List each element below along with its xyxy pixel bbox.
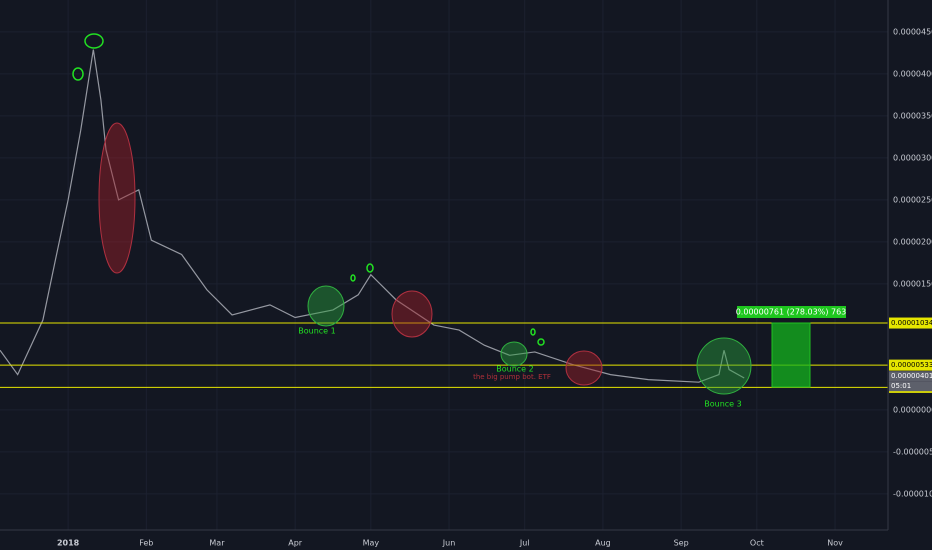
x-tick-label: May bbox=[363, 539, 380, 548]
price-line bbox=[0, 49, 745, 383]
level-label: 0.00000533 bbox=[891, 361, 932, 369]
countdown: 05:01 bbox=[891, 382, 911, 390]
green-circle bbox=[696, 337, 752, 395]
marker bbox=[530, 328, 536, 336]
countdown-bg bbox=[889, 381, 932, 392]
x-tick-label: Sep bbox=[674, 539, 689, 548]
red-circle bbox=[98, 122, 136, 274]
y-tick-label: 0.00002000 bbox=[893, 237, 932, 246]
price-label: 0.00000401 bbox=[891, 372, 932, 380]
annotation: the big pump bot. ETF bbox=[473, 373, 551, 381]
x-tick-label: Oct bbox=[750, 539, 764, 548]
x-tick-label: Aug bbox=[595, 539, 611, 548]
green-circle bbox=[500, 341, 528, 367]
x-tick-label: Mar bbox=[209, 539, 225, 548]
x-tick-label: Jun bbox=[442, 539, 456, 548]
measure-label: 0.00000761 (278.03%) 763 bbox=[736, 308, 847, 317]
y-tick-label: -0.00001000 bbox=[893, 489, 932, 498]
level-label-bg bbox=[889, 359, 932, 371]
level-label-bg bbox=[889, 317, 932, 329]
y-tick-label: 0.00002500 bbox=[893, 195, 932, 204]
y-tick-label: 0.00004500 bbox=[893, 27, 932, 36]
marker bbox=[350, 274, 356, 282]
red-circle bbox=[565, 350, 603, 386]
x-tick-label: Apr bbox=[288, 539, 303, 548]
y-tick-label: 0.00001500 bbox=[893, 279, 932, 288]
measure-box bbox=[771, 322, 811, 388]
y-tick-label: 0.00004000 bbox=[893, 69, 932, 78]
x-tick-label: Jul bbox=[519, 539, 530, 548]
annotation: Bounce 3 bbox=[704, 400, 741, 409]
y-tick-label: 0.00003000 bbox=[893, 153, 932, 162]
grid bbox=[0, 0, 888, 530]
y-tick-label: 0.00000000 bbox=[893, 405, 932, 414]
annotation: Bounce 1 bbox=[298, 327, 335, 336]
x-tick-label: Nov bbox=[827, 539, 843, 548]
green-circle bbox=[307, 285, 345, 327]
measure-label-bg bbox=[737, 306, 846, 318]
price-label-bg bbox=[889, 371, 932, 382]
plot bbox=[0, 49, 888, 388]
marker bbox=[84, 33, 104, 49]
annotation: Bounce 2 bbox=[496, 365, 533, 374]
axes: 0.00004500 0.00004000 0.00003500 0.00003000… bbox=[57, 27, 932, 548]
level-label: 0.00001034 bbox=[891, 319, 932, 327]
x-tick-label: Feb bbox=[139, 539, 153, 548]
marker bbox=[72, 67, 84, 81]
marker bbox=[537, 338, 545, 346]
red-circle bbox=[391, 290, 433, 338]
y-tick-label: 0.00003500 bbox=[893, 111, 932, 120]
x-tick-label: 2018 bbox=[57, 539, 80, 548]
marker bbox=[366, 263, 374, 273]
y-tick-label: -0.00000500 bbox=[893, 447, 932, 456]
